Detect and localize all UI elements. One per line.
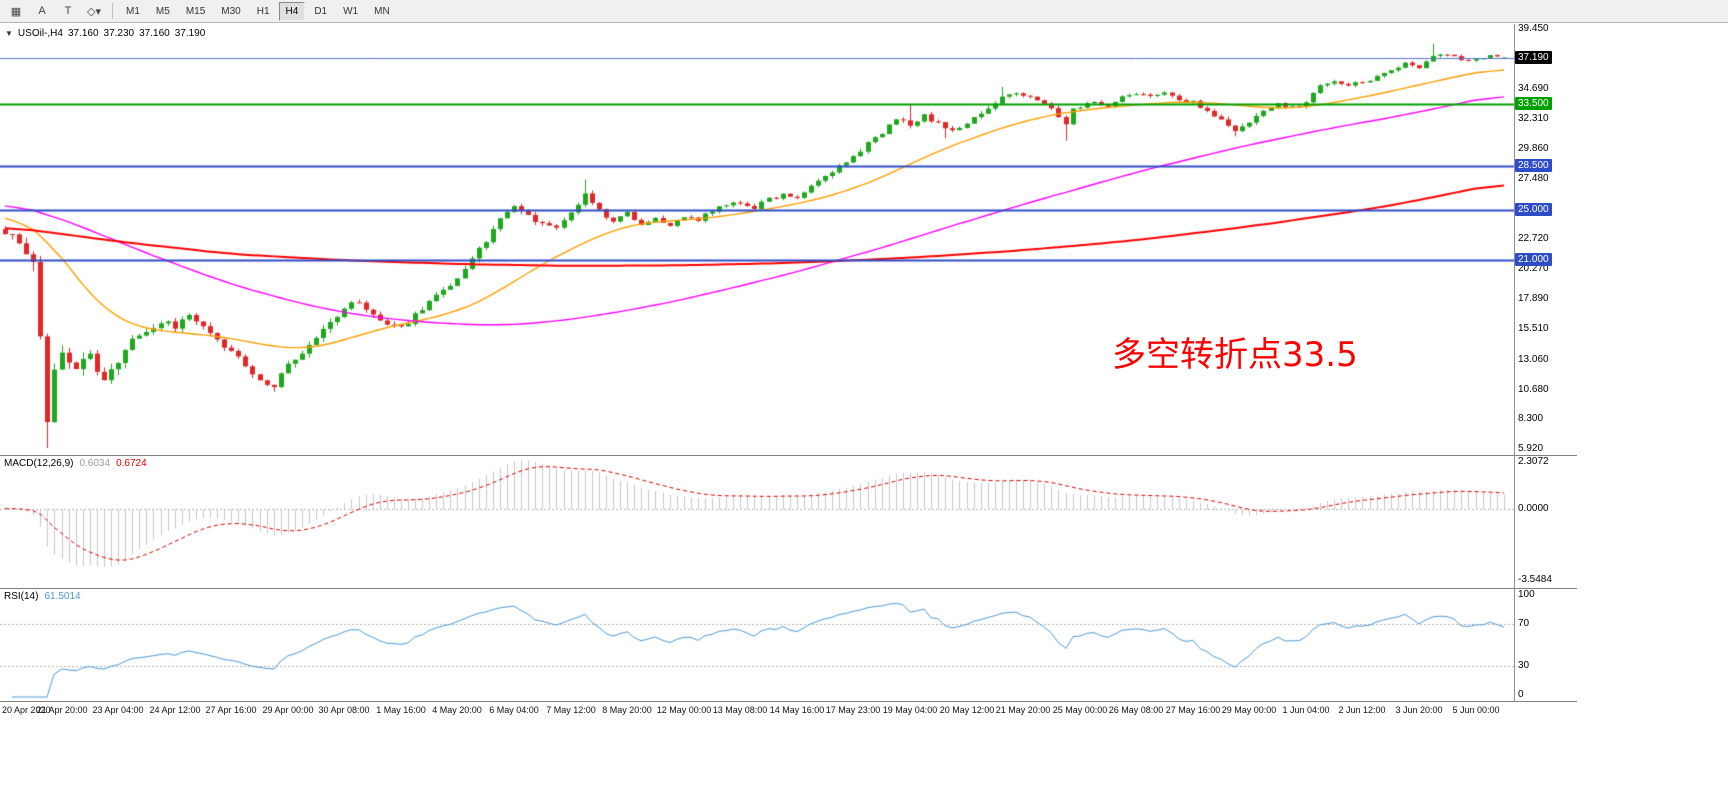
hline-28500-label: 28.500 (1515, 159, 1552, 173)
timeframe-button-m5[interactable]: M5 (155, 5, 170, 17)
price-axis-tick: 20.270 (1518, 263, 1549, 275)
price-axis-tick: 10.680 (1518, 383, 1549, 395)
time-axis-label: 8 May 20:00 (602, 705, 652, 715)
macd-axis-label: 2.3072 (1518, 456, 1549, 468)
time-axis-label: 12 May 00:00 (656, 705, 712, 715)
price-chart-canvas[interactable] (0, 23, 1514, 455)
price-axis-tick: 5.920 (1518, 443, 1544, 455)
macd-name: MACD(12,26,9) (4, 458, 74, 469)
top-toolbar: ▦ A T ◇▾ M1 M5 M15 M30 H1 H4 D1 W1 MN (0, 0, 1728, 23)
time-axis-label: 25 May 00:00 (1052, 705, 1108, 715)
price-axis-tick: 17.890 (1518, 293, 1549, 305)
price-axis-tick: 39.450 (1518, 23, 1549, 35)
time-axis-label: 19 May 04:00 (882, 705, 938, 715)
time-axis-label: 29 Apr 00:00 (262, 705, 314, 715)
rsi-scale[interactable]: 100 70 30 0 (1514, 589, 1577, 701)
rsi-axis-label: 30 (1518, 659, 1530, 671)
price-axis-tick: 29.860 (1518, 143, 1549, 155)
price-axis-tick: 8.300 (1518, 413, 1544, 425)
time-axis-label: 27 Apr 16:00 (205, 705, 257, 715)
price-open: 37.160 (67, 28, 99, 39)
rsi-axis-label: 70 (1518, 618, 1530, 630)
timeframe-buttons: M1 M5 M15 M30 H1 H4 D1 W1 MN (118, 1, 398, 21)
rsi-axis-label: 0 (1518, 689, 1524, 700)
symbol-timeframe-label: USOil-,H4 (17, 28, 63, 39)
timeframe-button-h1[interactable]: H1 (256, 5, 270, 17)
price-axis-tick: 13.060 (1518, 353, 1549, 365)
rsi-axis-label: 100 (1518, 589, 1535, 600)
price-low: 37.160 (139, 28, 170, 39)
timeframe-button-m30[interactable]: M30 (221, 5, 241, 17)
chart-header: ▼ USOil-,H4 37.160 37.230 37.160 37.190 (5, 28, 205, 39)
chart-grid-icon[interactable]: ▦ (10, 5, 22, 18)
time-axis-label: 20 Apr 2020 (2, 705, 51, 715)
timeframe-button-m1[interactable]: M1 (126, 5, 140, 17)
one-click-trading-toggle[interactable]: ▼ (5, 29, 13, 38)
price-axis-tick: 34.690 (1518, 82, 1549, 94)
time-axis-label: 13 May 08:00 (712, 705, 768, 715)
hline-21000-label: 21.000 (1515, 253, 1552, 267)
price-axis-tick: 22.720 (1518, 232, 1549, 244)
price-axis-tick: 32.310 (1518, 112, 1549, 124)
macd-canvas[interactable] (0, 456, 1514, 588)
rsi-value: 61.5014 (44, 591, 81, 602)
macd-pane: MACD(12,26,9) 0.6034 0.6724 2.3072 0.0000… (0, 455, 1577, 588)
macd-axis-label: 0.0000 (1518, 502, 1549, 514)
time-axis-label: 30 Apr 08:00 (318, 705, 370, 715)
price-axis-tick: 27.480 (1518, 173, 1549, 185)
macd-value-signal: 0.6724 (116, 458, 147, 469)
current-price-label: 37.190 (1515, 50, 1552, 64)
time-axis-label: 14 May 16:00 (769, 705, 825, 715)
time-axis-label: 6 May 04:00 (489, 705, 539, 715)
time-axis[interactable]: 20 Apr 2020 21 Apr 20:00 23 Apr 04:00 24 Ap… (0, 701, 1577, 718)
time-axis-label: 1 Jun 04:00 (1282, 705, 1330, 715)
macd-axis-label: -3.5484 (1518, 573, 1552, 585)
time-axis-label: 24 Apr 12:00 (149, 705, 201, 715)
bottom-whitespace (0, 718, 1728, 790)
macd-scale[interactable]: 2.3072 0.0000 -3.5484 (1514, 456, 1577, 588)
rsi-canvas[interactable] (0, 589, 1514, 701)
price-close: 37.190 (174, 28, 206, 39)
toolbar-tools: ▦ A T ◇▾ (3, 1, 107, 22)
timeframe-button-m15[interactable]: M15 (185, 5, 206, 17)
text-tool-button[interactable]: T (64, 5, 72, 17)
time-axis-label: 21 Apr 20:00 (36, 705, 88, 715)
rsi-pane: RSI(14) 61.5014 100 70 30 0 (0, 588, 1577, 701)
time-axis-label: 26 May 08:00 (1108, 705, 1164, 715)
macd-value-main: 0.6034 (79, 458, 111, 469)
time-axis-label: 29 May 00:00 (1221, 705, 1277, 715)
macd-label: MACD(12,26,9) 0.6034 0.6724 (4, 458, 147, 469)
hline-25000-label: 25.000 (1515, 203, 1552, 217)
price-scale-separator (1514, 24, 1515, 702)
time-axis-label: 2 Jun 12:00 (1338, 705, 1386, 715)
time-axis-label: 3 Jun 20:00 (1395, 705, 1443, 715)
time-axis-label: 1 May 16:00 (376, 705, 426, 715)
time-axis-label: 23 Apr 04:00 (92, 705, 144, 715)
chart-annotation-text: 多空转折点33.5 (1112, 335, 1358, 375)
hline-33500-label: 33.500 (1515, 96, 1552, 110)
price-high: 37.230 (103, 28, 135, 39)
timeframe-button-w1[interactable]: W1 (343, 5, 359, 17)
price-scale[interactable]: 39.450 34.690 32.310 29.860 27.480 22.720 20.2… (1514, 23, 1577, 455)
time-axis-label: 7 May 12:00 (546, 705, 596, 715)
cursor-tool-button[interactable]: A (38, 5, 46, 17)
main-chart-pane: ▼ USOil-,H4 37.160 37.230 37.160 37.190 … (0, 23, 1577, 455)
time-axis-label: 21 May 20:00 (995, 705, 1051, 715)
timeframe-button-mn[interactable]: MN (374, 5, 390, 17)
rsi-label: RSI(14) 61.5014 (4, 591, 81, 602)
price-axis-tick: 15.510 (1518, 323, 1549, 335)
time-axis-label: 27 May 16:00 (1165, 705, 1221, 715)
rsi-name: RSI(14) (4, 591, 39, 602)
timeframe-button-h4[interactable]: H4 (278, 1, 306, 21)
toolbar-separator (112, 3, 113, 19)
time-axis-label: 20 May 12:00 (939, 705, 995, 715)
time-axis-label: 4 May 20:00 (432, 705, 482, 715)
time-axis-label: 5 Jun 00:00 (1452, 705, 1500, 715)
time-axis-label: 17 May 23:00 (825, 705, 881, 715)
shapes-tool-button[interactable]: ◇▾ (87, 5, 101, 18)
timeframe-button-d1[interactable]: D1 (314, 5, 328, 17)
